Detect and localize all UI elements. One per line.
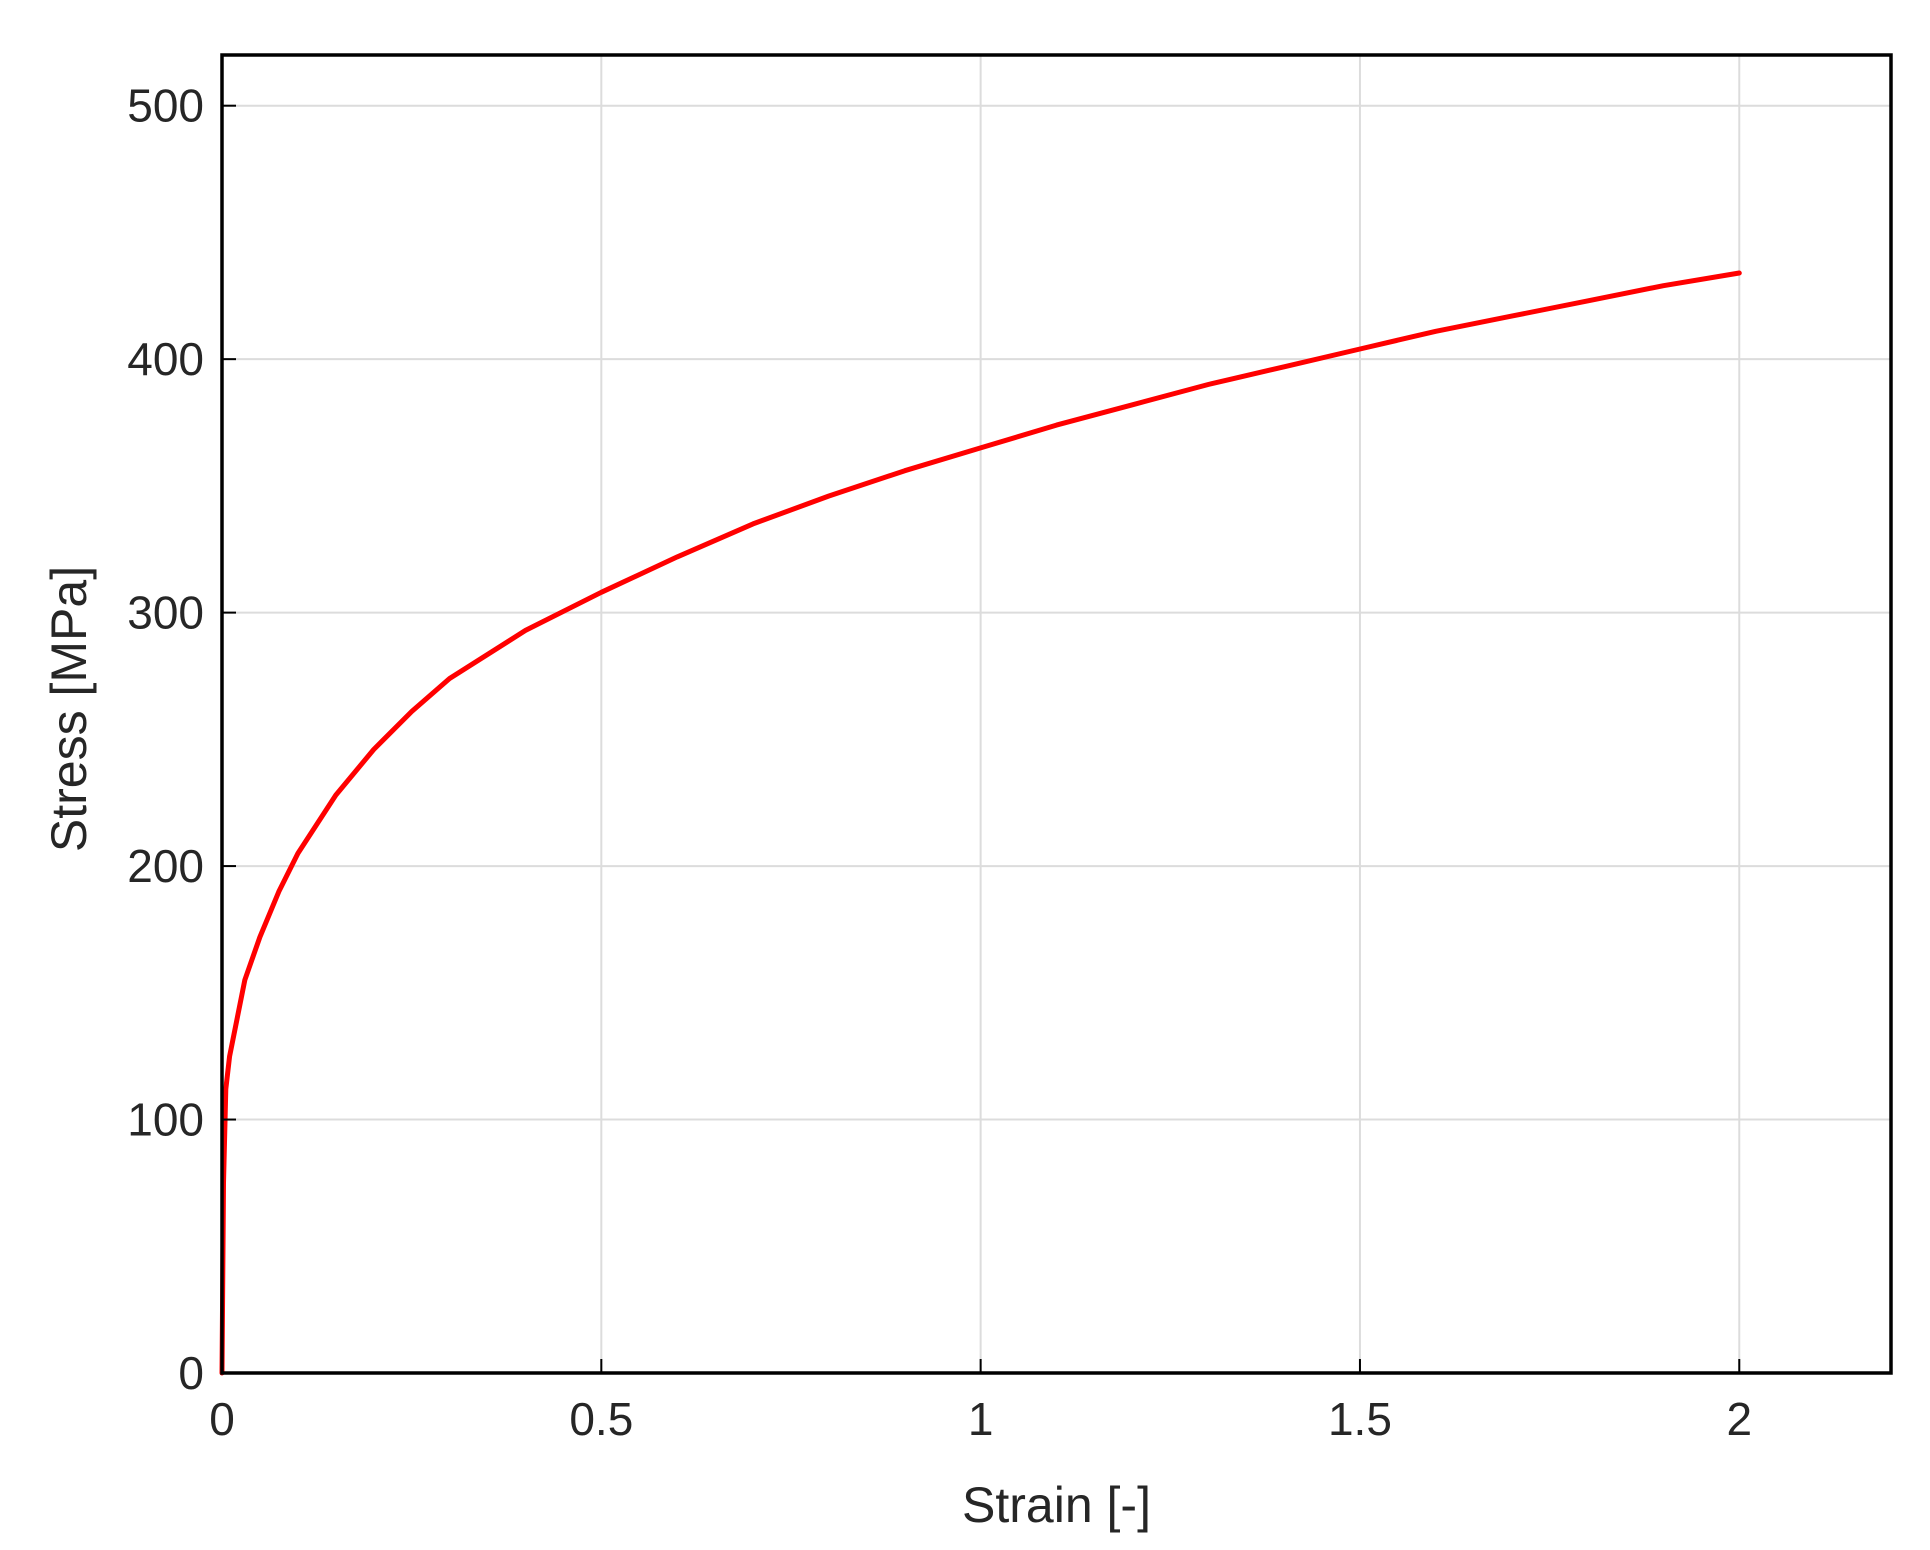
x-tick-label: 0.5 bbox=[569, 1393, 633, 1445]
plot-area-frame bbox=[220, 53, 1893, 1375]
y-tick-label: 200 bbox=[127, 840, 204, 892]
x-axis-label: Strain [-] bbox=[962, 1477, 1151, 1533]
y-tick-label: 300 bbox=[127, 587, 204, 639]
tick-marks bbox=[221, 104, 1741, 1374]
x-tick-label: 1.5 bbox=[1328, 1393, 1392, 1445]
series-layer bbox=[219, 270, 1742, 1376]
y-tick-label: 400 bbox=[127, 333, 204, 385]
y-tick-label: 0 bbox=[178, 1347, 204, 1399]
grid-lines bbox=[222, 55, 1891, 1373]
y-tick-label: 500 bbox=[127, 80, 204, 132]
x-tick-label: 2 bbox=[1726, 1393, 1752, 1445]
y-tick-labels: 0 100 200 300 400 500 bbox=[127, 80, 204, 1399]
x-tick-label: 0 bbox=[209, 1393, 235, 1445]
y-axis-label: Stress [MPa] bbox=[41, 566, 97, 852]
y-tick-label: 100 bbox=[127, 1094, 204, 1146]
x-tick-labels: 0 0.5 1 1.5 2 bbox=[209, 1393, 1752, 1445]
x-tick-label: 1 bbox=[968, 1393, 994, 1445]
series-line bbox=[219, 270, 1742, 1376]
